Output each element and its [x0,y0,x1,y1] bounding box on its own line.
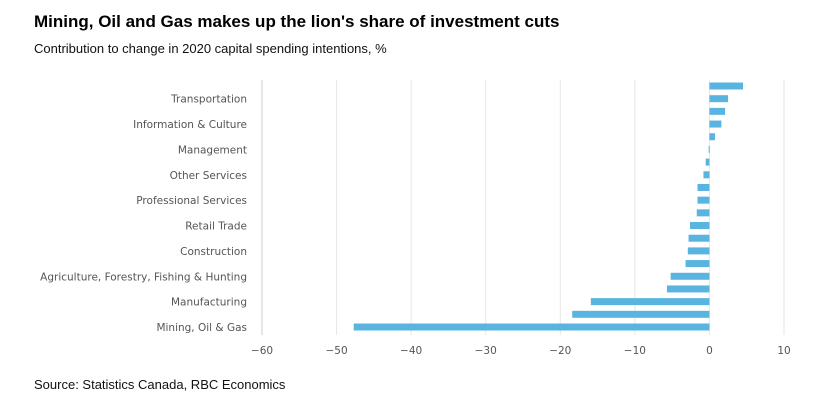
category-label: Other Services [170,170,247,182]
bar [703,171,710,179]
category-label: Construction [180,246,247,258]
bar [708,145,710,153]
bar [709,133,716,141]
bar [690,222,710,230]
bar [687,247,710,255]
category-label: Information & Culture [133,119,247,131]
x-tick-label: −40 [400,345,422,357]
bar [688,234,710,242]
bar [353,323,710,331]
bar [697,196,710,204]
bar [709,107,726,115]
x-tick-label: −50 [325,345,347,357]
bar [705,158,710,166]
x-tick-label: −30 [475,345,497,357]
bar [697,183,710,191]
category-label: Mining, Oil & Gas [156,322,247,334]
bar [696,209,710,217]
category-label: Agriculture, Forestry, Fishing & Hunting [40,271,247,283]
x-tick-label: 10 [777,345,790,357]
bar [709,120,722,128]
bar [709,95,729,103]
category-label: Retail Trade [185,221,247,233]
bar [590,298,710,306]
category-label: Professional Services [136,195,247,207]
x-tick-label: −20 [549,345,571,357]
category-label: Transportation [170,94,247,106]
chart-source: Source: Statistics Canada, RBC Economics [34,377,286,392]
category-label: Manufacturing [171,297,247,309]
bar [572,310,710,318]
bar [709,82,743,90]
x-tick-label: −60 [251,345,273,357]
x-tick-label: −10 [624,345,646,357]
chart-subtitle: Contribution to change in 2020 capital s… [34,41,387,56]
category-label: Management [178,144,247,156]
chart-title: Mining, Oil and Gas makes up the lion's … [34,12,560,31]
bar [666,285,710,293]
bar [685,260,710,268]
bar [670,272,710,280]
x-tick-label: 0 [706,345,713,357]
